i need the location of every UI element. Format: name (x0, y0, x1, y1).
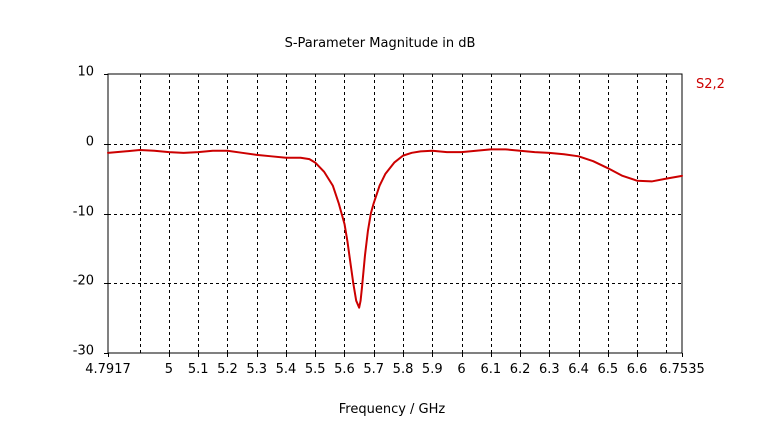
plot-frame (107, 73, 683, 354)
x-axis-ticks: 4.7917 5 5.1 5.2 5.3 5.4 5.5 5.6 5.7 5.8 5.9 6 6.1 6.… (85, 353, 705, 377)
x-tick-label: 6.7535 (659, 362, 705, 377)
x-tick-label: 5.4 (276, 362, 297, 377)
x-axis-label: Frequency / GHz (339, 402, 446, 417)
y-tick-label: -30 (73, 344, 94, 359)
x-tick-label: 5.3 (246, 362, 267, 377)
x-tick-label: 5.1 (188, 362, 209, 377)
x-tick-label: 6 (457, 362, 465, 377)
legend-entry-s22: S2,2 (696, 77, 725, 92)
x-tick-label: 6.5 (597, 362, 618, 377)
x-tick-label: 6.2 (510, 362, 531, 377)
y-axis-ticks: 10 0 -10 -20 -30 (73, 65, 108, 359)
series-line-s22 (107, 148, 683, 309)
x-tick-label: 5.5 (305, 362, 326, 377)
x-tick-label: 5.6 (334, 362, 355, 377)
y-tick-label: 0 (86, 135, 94, 150)
x-tick-label: 5.7 (363, 362, 384, 377)
series-layer (107, 148, 683, 309)
y-tick-label: -20 (73, 274, 94, 289)
chart-title: S-Parameter Magnitude in dB (285, 36, 476, 51)
x-tick-label: 5.9 (422, 362, 443, 377)
x-tick-label: 6.4 (568, 362, 589, 377)
x-tick-label: 5.8 (393, 362, 414, 377)
grid-lines (108, 74, 682, 353)
x-tick-label: 6.6 (627, 362, 648, 377)
y-tick-label: 10 (77, 65, 94, 80)
x-tick-label: 4.7917 (85, 362, 131, 377)
x-tick-label: 5.2 (217, 362, 238, 377)
x-tick-label: 5 (165, 362, 173, 377)
x-tick-label: 6.3 (539, 362, 560, 377)
y-tick-label: -10 (73, 205, 94, 220)
x-tick-label: 6.1 (480, 362, 501, 377)
